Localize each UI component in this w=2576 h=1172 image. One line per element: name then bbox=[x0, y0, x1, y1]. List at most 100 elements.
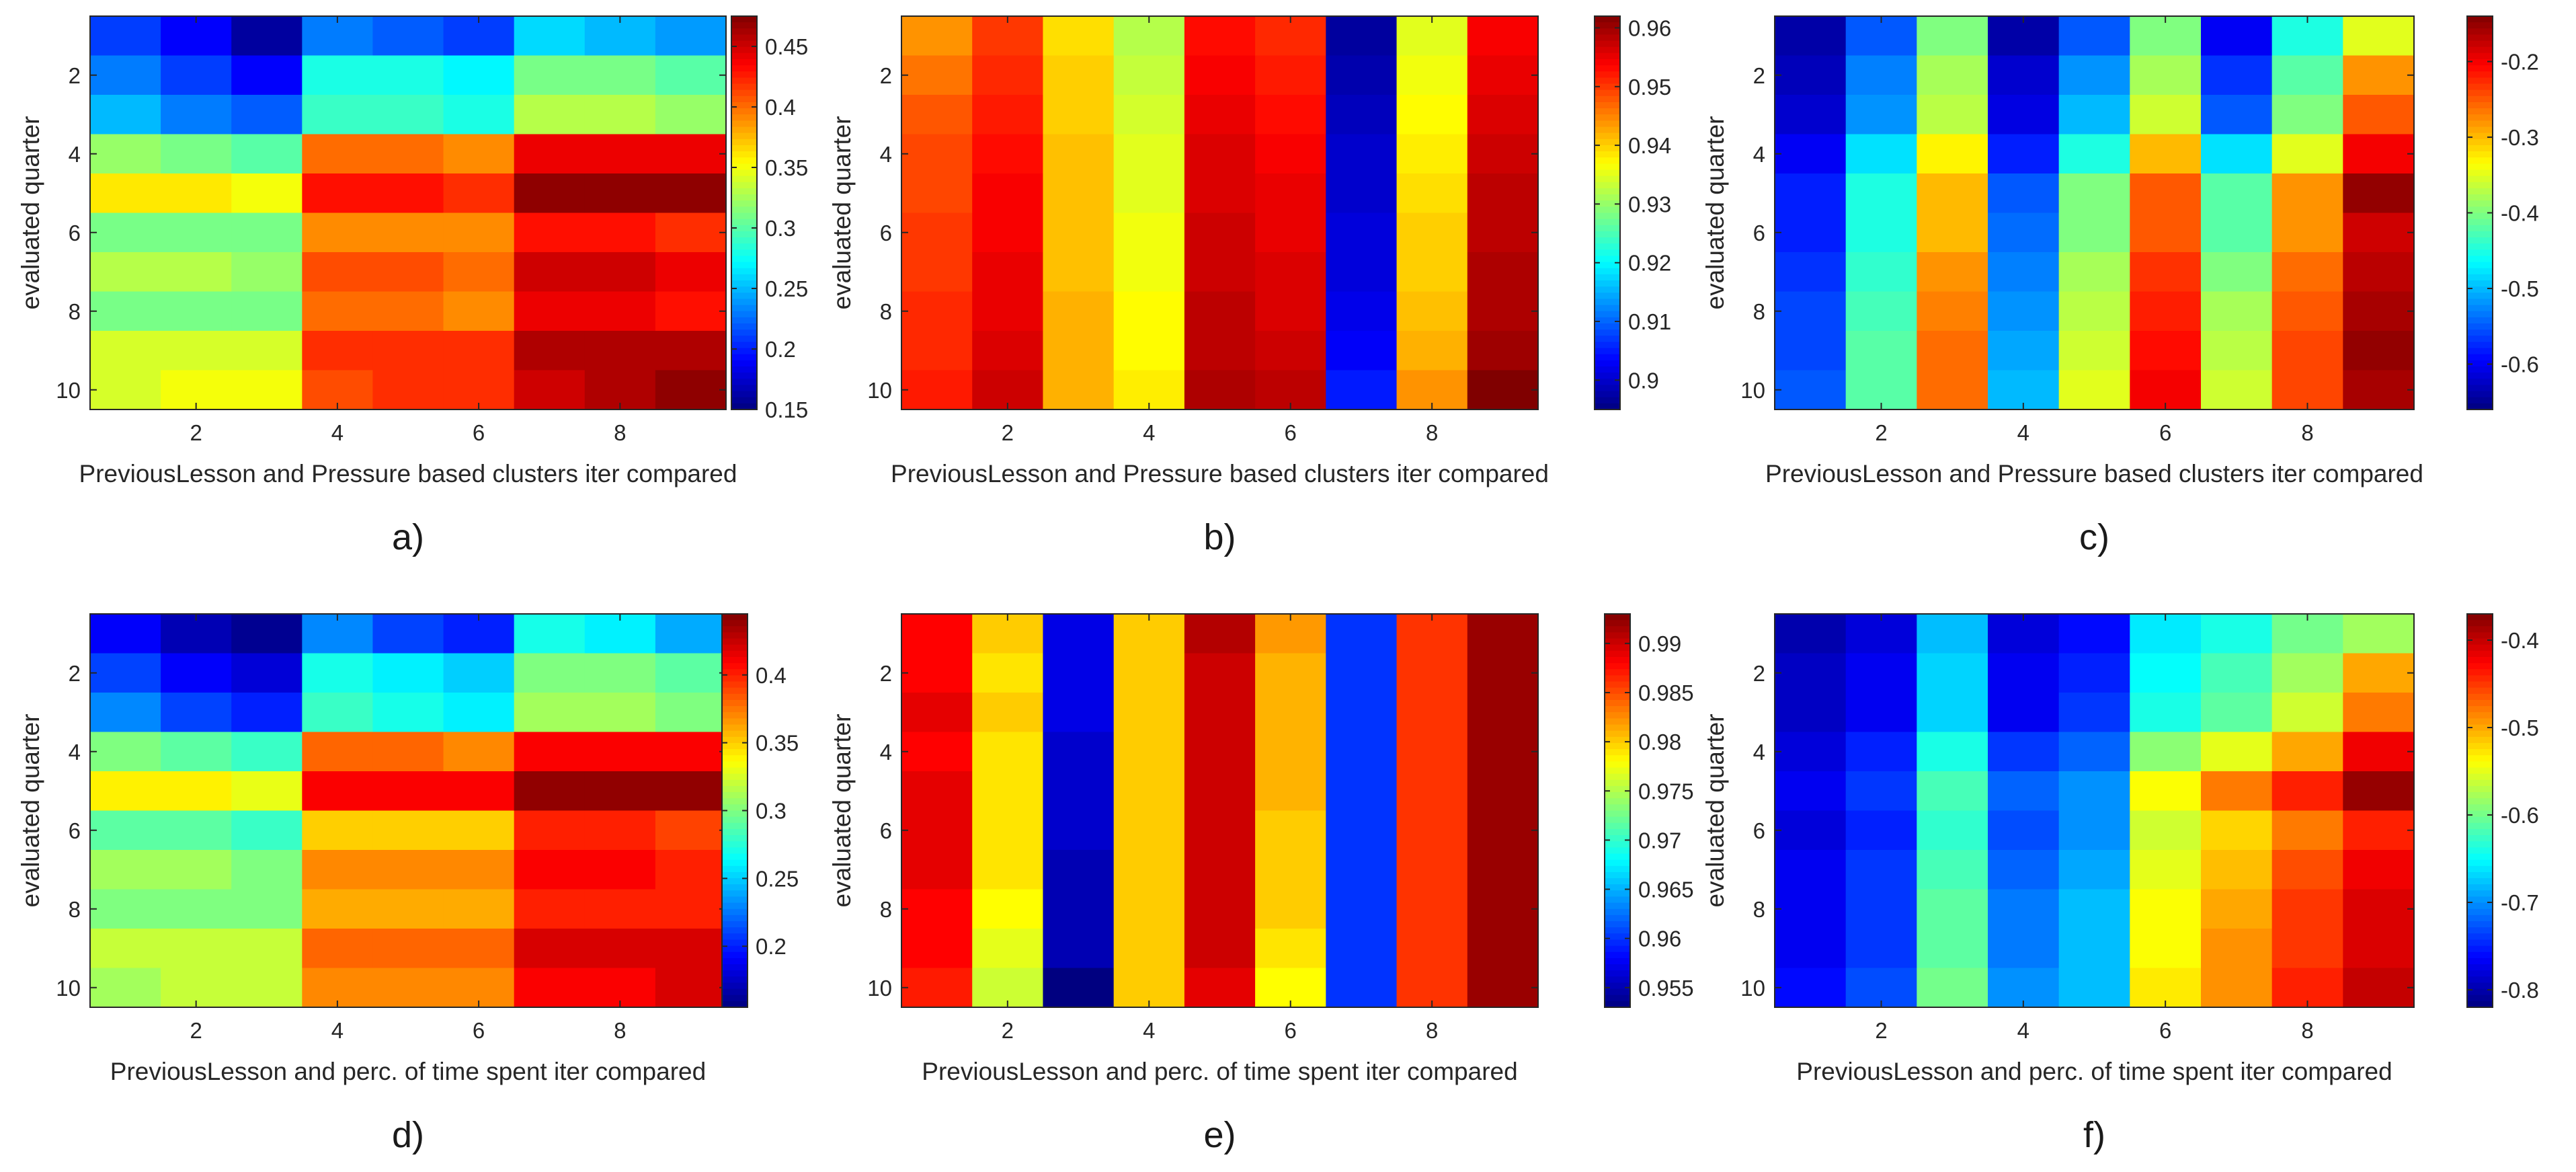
heatmap-cell bbox=[443, 810, 515, 851]
heatmap-cell bbox=[1113, 173, 1185, 214]
heatmap-cell bbox=[655, 252, 727, 292]
heatmap-cell bbox=[2201, 370, 2273, 410]
heatmap-cell bbox=[372, 331, 444, 371]
colorbar-segment bbox=[1595, 305, 1620, 312]
heatmap-cell bbox=[655, 929, 727, 969]
colorbar-segment bbox=[2467, 908, 2493, 916]
colorbar-segment bbox=[2467, 669, 2493, 676]
heatmap-cell bbox=[1917, 929, 1988, 969]
y-tick-label: 4 bbox=[69, 142, 81, 167]
heatmap-cell bbox=[1255, 212, 1326, 253]
colorbar-segment bbox=[731, 243, 757, 250]
heatmap-cell bbox=[655, 134, 727, 174]
heatmap-cell bbox=[1775, 653, 1847, 693]
heatmap-cell bbox=[443, 929, 515, 969]
colorbar-tick-label: 0.4 bbox=[765, 95, 796, 120]
heatmap-cell bbox=[2058, 95, 2130, 135]
x-tick-label: 8 bbox=[2301, 1018, 2313, 1043]
heatmap-cell bbox=[1917, 653, 1988, 693]
heatmap-cell bbox=[1326, 850, 1398, 890]
heatmap-cell bbox=[584, 929, 656, 969]
heatmap-cell bbox=[2343, 810, 2415, 851]
colorbar bbox=[731, 16, 757, 410]
colorbar-segment bbox=[1595, 212, 1620, 220]
heatmap-cell bbox=[1043, 929, 1115, 969]
colorbar-segment bbox=[731, 28, 757, 36]
heatmap-cell bbox=[231, 291, 303, 331]
heatmap-cell bbox=[2201, 331, 2273, 371]
heatmap-cell bbox=[1396, 291, 1468, 331]
heatmap-cell bbox=[1113, 850, 1185, 890]
colorbar-segment bbox=[2467, 878, 2493, 885]
heatmap-cell bbox=[514, 614, 586, 654]
colorbar-segment bbox=[731, 40, 757, 48]
heatmap-cell bbox=[1775, 95, 1847, 135]
heatmap-cell bbox=[231, 55, 303, 95]
heatmap-cell bbox=[1326, 173, 1398, 214]
colorbar-segment bbox=[1605, 828, 1630, 836]
heatmap-cell bbox=[2058, 55, 2130, 95]
colorbar-segment bbox=[2467, 139, 2493, 146]
heatmap-cell bbox=[901, 95, 973, 135]
colorbar-segment bbox=[722, 656, 748, 664]
colorbar-segment bbox=[731, 311, 757, 318]
heatmap-cell bbox=[1775, 732, 1847, 772]
colorbar-segment bbox=[1605, 712, 1630, 719]
heatmap-cell bbox=[1845, 732, 1917, 772]
colorbar-segment bbox=[2467, 219, 2493, 226]
colorbar-segment bbox=[1605, 675, 1630, 682]
heatmap-cell bbox=[901, 252, 973, 292]
heatmap-cell bbox=[1467, 968, 1539, 1008]
heatmap-cell bbox=[302, 173, 374, 214]
colorbar-segment bbox=[1605, 669, 1630, 676]
colorbar-segment bbox=[731, 342, 757, 349]
colorbar-segment bbox=[2467, 95, 2493, 103]
colorbar-segment bbox=[722, 958, 748, 965]
colorbar-tick-label: -0.4 bbox=[2501, 628, 2539, 653]
heatmap-cell bbox=[1467, 252, 1539, 292]
heatmap-cell bbox=[1845, 291, 1917, 331]
colorbar-segment bbox=[722, 859, 748, 867]
colorbar-segment bbox=[731, 329, 757, 336]
heatmap-cell bbox=[514, 291, 586, 331]
heatmap-cell bbox=[1467, 929, 1539, 969]
colorbar-segment bbox=[2467, 718, 2493, 726]
colorbar-segment bbox=[722, 792, 748, 799]
heatmap-cell bbox=[231, 212, 303, 253]
colorbar bbox=[1595, 16, 1620, 410]
heatmap-cell bbox=[443, 889, 515, 929]
heatmap-cell bbox=[901, 55, 973, 95]
colorbar-segment bbox=[1595, 52, 1620, 60]
heatmap-cell bbox=[1184, 771, 1256, 812]
heatmap-cell bbox=[1396, 134, 1468, 174]
heatmap-cell bbox=[2130, 212, 2202, 253]
colorbar-tick-label: 0.95 bbox=[1628, 75, 1671, 100]
heatmap-cell bbox=[1113, 331, 1185, 371]
heatmap-cell bbox=[655, 771, 727, 812]
heatmap-cell bbox=[1988, 850, 2060, 890]
heatmap-cell bbox=[1917, 173, 1988, 214]
heatmap-cell bbox=[1113, 732, 1185, 772]
heatmap-cell bbox=[1043, 370, 1115, 410]
heatmap-cell bbox=[231, 16, 303, 56]
heatmap-cell bbox=[443, 252, 515, 292]
colorbar-tick-label: 0.965 bbox=[1638, 877, 1694, 902]
heatmap-cell bbox=[302, 134, 374, 174]
heatmap-cell bbox=[2058, 614, 2130, 654]
colorbar-segment bbox=[722, 632, 748, 639]
colorbar-segment bbox=[2467, 126, 2493, 134]
heatmap-panel-3: 2 4 6 8 10 2 4 6 8 PreviousLesson and Pressure ba… bbox=[1701, 15, 2539, 557]
colorbar-segment bbox=[1595, 373, 1620, 379]
heatmap-cell bbox=[2343, 134, 2415, 174]
colorbar-segment bbox=[2467, 951, 2493, 959]
heatmap-cell bbox=[514, 212, 586, 253]
heatmap-cell bbox=[90, 16, 161, 56]
heatmap-cell bbox=[2130, 173, 2202, 214]
heatmap-cell bbox=[1326, 653, 1398, 693]
heatmap-cell bbox=[514, 134, 586, 174]
heatmap-cell bbox=[1043, 55, 1115, 95]
axes-frame bbox=[901, 613, 1539, 1008]
heatmap-cell bbox=[1113, 134, 1185, 174]
colorbar-segment bbox=[1595, 403, 1620, 410]
colorbar-segment bbox=[731, 262, 757, 269]
